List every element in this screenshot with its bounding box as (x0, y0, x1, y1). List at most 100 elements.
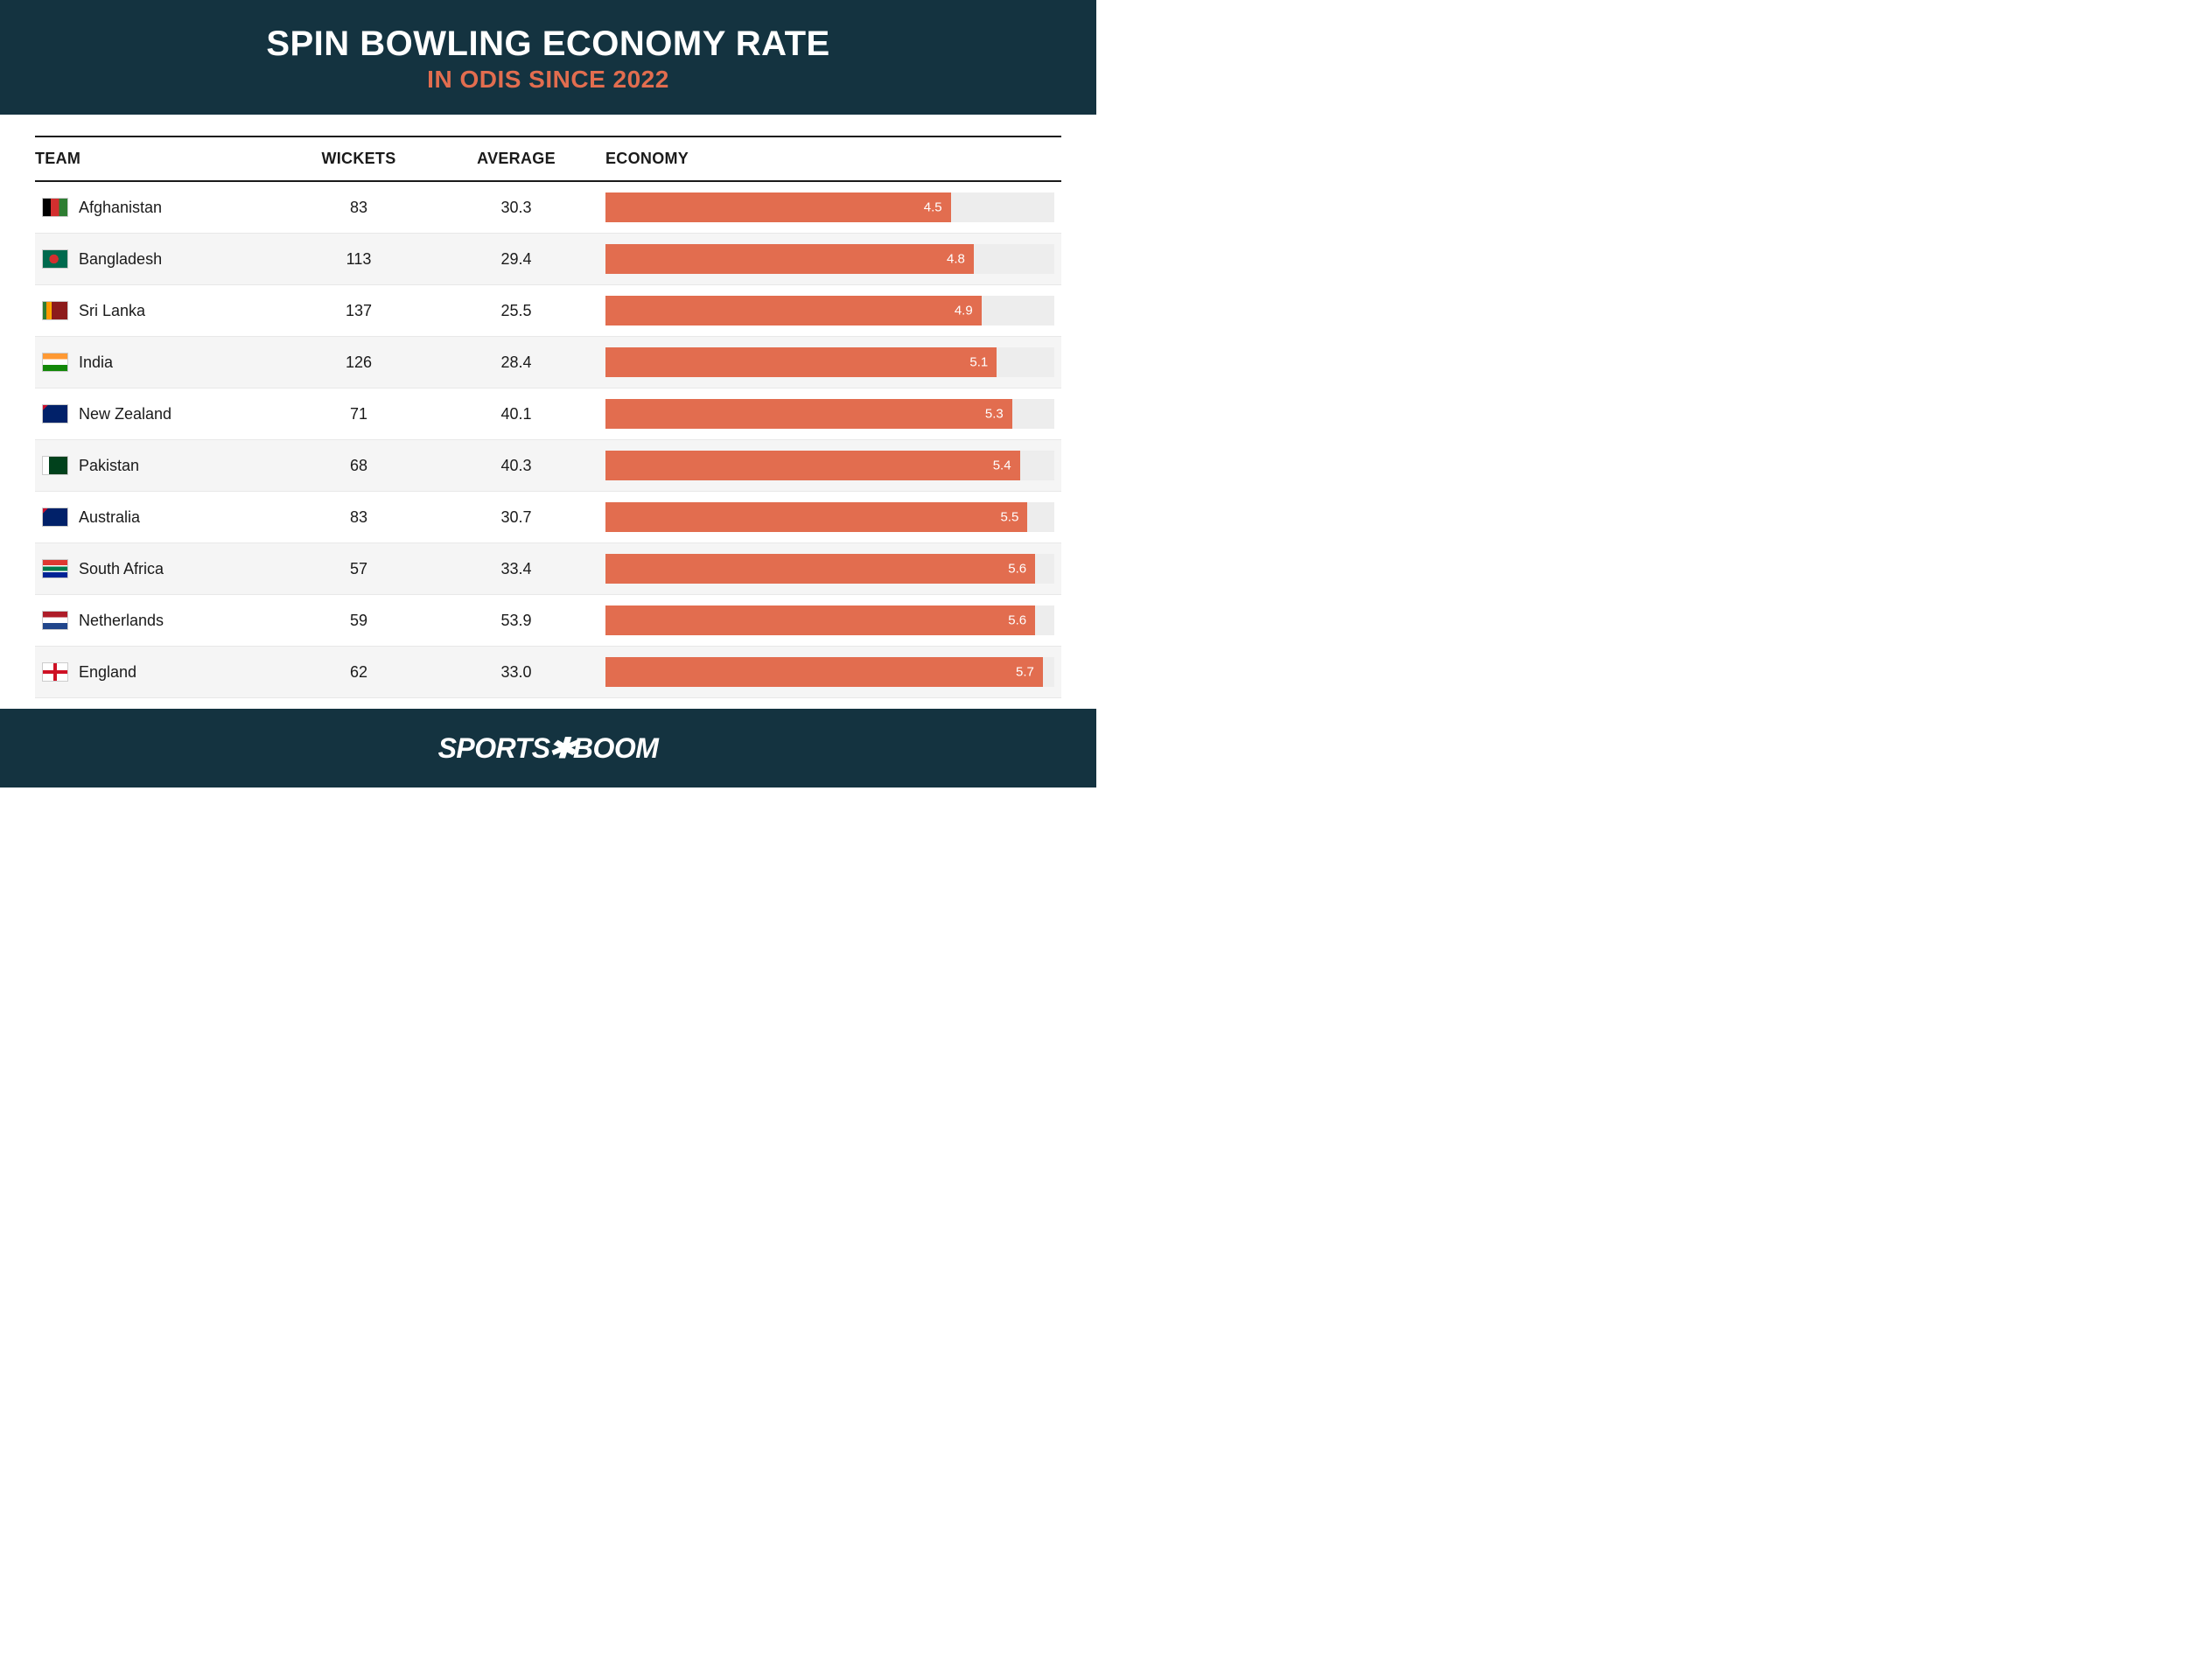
team-cell: India (35, 353, 280, 372)
economy-bar-cell: 5.6 (595, 554, 1061, 584)
flag-icon (42, 404, 68, 424)
economy-bar-cell: 4.5 (595, 192, 1061, 222)
economy-bar-cell: 5.6 (595, 606, 1061, 635)
table-row: England 6233.0 5.7 (35, 647, 1061, 698)
bar-fill: 5.1 (605, 347, 997, 377)
col-header-average: AVERAGE (437, 150, 595, 168)
bar-track: 4.5 (605, 192, 1054, 222)
col-header-economy: ECONOMY (595, 150, 1061, 168)
bar-track: 5.3 (605, 399, 1054, 429)
table-row: Netherlands 5953.9 5.6 (35, 595, 1061, 647)
economy-bar-cell: 5.5 (595, 502, 1061, 532)
bar-fill: 4.5 (605, 192, 951, 222)
team-name: South Africa (79, 560, 164, 578)
flag-icon (42, 456, 68, 475)
flag-icon (42, 301, 68, 320)
wickets-value: 83 (280, 508, 437, 527)
bar-track: 5.5 (605, 502, 1054, 532)
table-container: TEAM WICKETS AVERAGE ECONOMY Afghanistan… (0, 115, 1096, 709)
wickets-value: 71 (280, 405, 437, 424)
team-name: Bangladesh (79, 250, 162, 269)
average-value: 30.3 (437, 199, 595, 217)
team-cell: South Africa (35, 559, 280, 578)
team-cell: Australia (35, 508, 280, 527)
wickets-value: 68 (280, 457, 437, 475)
team-name: Australia (79, 508, 140, 527)
average-value: 28.4 (437, 354, 595, 372)
team-cell: Pakistan (35, 456, 280, 475)
team-cell: New Zealand (35, 404, 280, 424)
bar-track: 4.9 (605, 296, 1054, 326)
economy-value: 5.6 (1008, 562, 1026, 577)
flag-icon (42, 662, 68, 682)
bar-fill: 4.8 (605, 244, 974, 274)
main-title: SPIN BOWLING ECONOMY RATE (35, 24, 1061, 64)
bar-fill: 5.7 (605, 657, 1043, 687)
team-name: Netherlands (79, 612, 164, 630)
average-value: 25.5 (437, 302, 595, 320)
col-header-wickets: WICKETS (280, 150, 437, 168)
team-name: Pakistan (79, 457, 139, 475)
wickets-value: 113 (280, 250, 437, 269)
economy-bar-cell: 4.9 (595, 296, 1061, 326)
wickets-value: 62 (280, 663, 437, 682)
average-value: 33.4 (437, 560, 595, 578)
average-value: 40.3 (437, 457, 595, 475)
bar-track: 5.6 (605, 554, 1054, 584)
wickets-value: 126 (280, 354, 437, 372)
flag-icon (42, 611, 68, 630)
flag-icon (42, 508, 68, 527)
team-cell: England (35, 662, 280, 682)
flag-icon (42, 353, 68, 372)
bar-fill: 5.3 (605, 399, 1012, 429)
brand-logo: SPORTS✱BOOM (438, 732, 659, 764)
wickets-value: 57 (280, 560, 437, 578)
logo-burst-icon: ✱ (548, 732, 576, 765)
average-value: 29.4 (437, 250, 595, 269)
table-row: New Zealand7140.15.3 (35, 388, 1061, 440)
economy-value: 4.5 (924, 200, 942, 215)
team-cell: Sri Lanka (35, 301, 280, 320)
team-name: New Zealand (79, 405, 171, 424)
bar-fill: 4.9 (605, 296, 982, 326)
table-row: India 12628.4 5.1 (35, 337, 1061, 388)
economy-value: 5.1 (969, 355, 988, 370)
economy-bar-cell: 5.1 (595, 347, 1061, 377)
subtitle: IN ODIS SINCE 2022 (35, 66, 1061, 94)
wickets-value: 59 (280, 612, 437, 630)
economy-value: 5.4 (993, 458, 1011, 473)
logo-text-2: BOOM (573, 732, 659, 764)
team-name: England (79, 663, 136, 682)
table-row: South Africa 5733.4 5.6 (35, 543, 1061, 595)
table-row: Sri Lanka13725.54.9 (35, 285, 1061, 337)
economy-value: 5.7 (1016, 665, 1034, 680)
average-value: 53.9 (437, 612, 595, 630)
logo-text-1: SPORTS (438, 732, 550, 764)
bar-track: 5.7 (605, 657, 1054, 687)
economy-bar-cell: 5.7 (595, 657, 1061, 687)
economy-value: 4.8 (947, 252, 965, 267)
team-name: Sri Lanka (79, 302, 145, 320)
economy-value: 5.5 (1000, 510, 1018, 525)
average-value: 33.0 (437, 663, 595, 682)
team-name: Afghanistan (79, 199, 162, 217)
header-banner: SPIN BOWLING ECONOMY RATE IN ODIS SINCE … (0, 0, 1096, 115)
table-row: Bangladesh 11329.4 4.8 (35, 234, 1061, 285)
bar-fill: 5.4 (605, 451, 1020, 480)
flag-icon (42, 249, 68, 269)
team-name: India (79, 354, 113, 372)
table-row: Australia 8330.7 5.5 (35, 492, 1061, 543)
team-cell: Netherlands (35, 611, 280, 630)
bar-track: 4.8 (605, 244, 1054, 274)
bar-track: 5.4 (605, 451, 1054, 480)
table-body: Afghanistan 83 30.3 4.5 Bangladesh 11329.4 4.8… (35, 182, 1061, 698)
bar-fill: 5.5 (605, 502, 1027, 532)
table-row: Pakistan 6840.3 5.4 (35, 440, 1061, 492)
team-cell: Afghanistan (35, 198, 280, 217)
economy-bar-cell: 5.4 (595, 451, 1061, 480)
economy-bar-cell: 5.3 (595, 399, 1061, 429)
footer-banner: SPORTS✱BOOM (0, 709, 1096, 788)
bar-fill: 5.6 (605, 606, 1035, 635)
average-value: 30.7 (437, 508, 595, 527)
economy-value: 5.6 (1008, 613, 1026, 628)
